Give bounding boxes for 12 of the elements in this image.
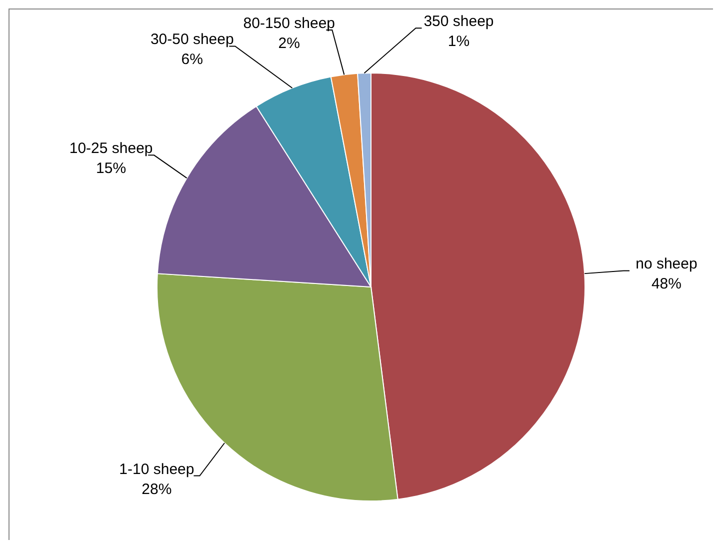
slice-label: 350 sheep: [424, 13, 494, 30]
data-label: 6%: [181, 51, 203, 68]
slice-label: 1-10 sheep: [119, 460, 194, 478]
data-label: 2%: [278, 35, 300, 52]
slice-label: 30-50 sheep: [150, 31, 234, 48]
slice-label: no sheep: [636, 256, 698, 273]
data-label: 28%: [142, 480, 172, 498]
data-label: 15%: [96, 160, 126, 178]
slice-label: 80-150 sheep: [243, 15, 336, 32]
slice-label: 10-25 sheep: [69, 140, 153, 158]
data-label: 1%: [448, 33, 470, 50]
data-label: 48%: [651, 276, 682, 293]
